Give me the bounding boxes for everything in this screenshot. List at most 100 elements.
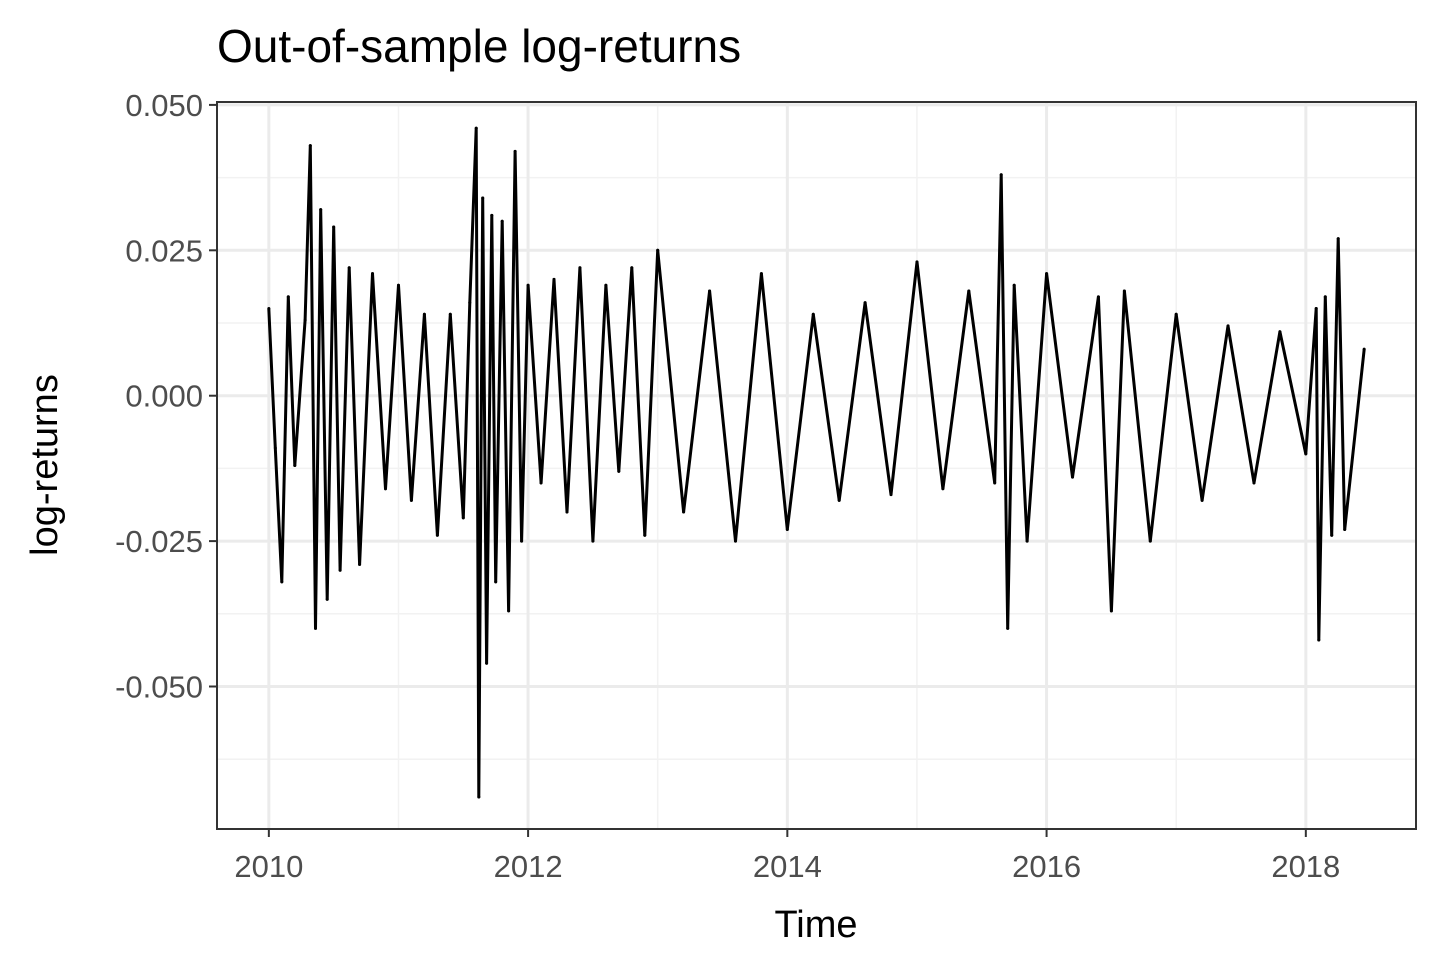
data-point	[1122, 289, 1126, 293]
data-point	[338, 568, 342, 572]
data-point	[286, 295, 290, 299]
data-point	[630, 266, 634, 270]
data-point	[708, 289, 712, 293]
data-point	[1317, 638, 1321, 642]
data-point	[941, 487, 945, 491]
x-tick-label: 2010	[234, 849, 303, 884]
data-point	[837, 498, 841, 502]
data-point	[448, 312, 452, 316]
data-point	[1071, 475, 1075, 479]
data-point	[578, 266, 582, 270]
data-point	[863, 301, 867, 305]
data-point	[1109, 609, 1113, 613]
data-point	[409, 498, 413, 502]
data-point	[1330, 533, 1334, 537]
data-point	[384, 487, 388, 491]
data-point	[1012, 283, 1016, 287]
data-point	[267, 306, 271, 310]
data-point	[500, 219, 504, 223]
series-layer	[267, 126, 1366, 799]
data-point	[347, 266, 351, 270]
data-point	[682, 510, 686, 514]
y-tick-label: -0.025	[115, 524, 203, 559]
data-point	[1323, 295, 1327, 299]
data-point	[1148, 539, 1152, 543]
data-point	[1226, 324, 1230, 328]
data-point	[273, 446, 277, 450]
y-tick-label: -0.050	[115, 670, 203, 705]
y-tick-label: 0.000	[125, 379, 203, 414]
data-point	[280, 580, 284, 584]
series-line	[267, 126, 1366, 799]
data-point	[485, 661, 489, 665]
data-point	[526, 283, 530, 287]
data-point	[520, 539, 524, 543]
data-point	[293, 464, 297, 467]
data-point	[494, 580, 498, 584]
data-point	[967, 289, 971, 293]
data-point	[507, 609, 511, 613]
data-point	[889, 493, 893, 497]
data-point	[733, 539, 737, 543]
y-axis-label: log-returns	[24, 374, 66, 556]
data-point	[993, 481, 997, 485]
data-point	[422, 312, 426, 316]
data-point	[314, 626, 318, 630]
data-point	[461, 516, 465, 520]
data-point	[319, 208, 323, 212]
data-point	[915, 260, 919, 264]
data-point	[811, 312, 815, 316]
data-point	[656, 248, 660, 252]
x-axis-label: Time	[774, 904, 857, 946]
data-point	[1362, 347, 1366, 351]
data-point	[999, 173, 1003, 177]
data-point	[490, 213, 494, 217]
data-point	[759, 272, 763, 276]
data-point	[785, 527, 789, 531]
data-point	[308, 144, 312, 148]
data-point	[358, 562, 362, 566]
data-point	[643, 533, 647, 537]
data-point	[1278, 330, 1282, 334]
x-axis: 2010 2012 2014 2016 2018	[234, 829, 1340, 884]
data-point	[1025, 539, 1029, 543]
data-point	[303, 318, 307, 322]
data-point	[1314, 306, 1318, 310]
data-point	[477, 795, 481, 799]
data-point	[1252, 481, 1256, 485]
data-point	[1336, 237, 1340, 241]
data-point	[396, 283, 400, 287]
grid-major	[217, 102, 1416, 829]
data-point	[1304, 452, 1308, 456]
y-tick-label: 0.050	[125, 88, 203, 123]
data-point	[513, 149, 517, 153]
data-point	[371, 272, 375, 276]
data-point	[1343, 527, 1347, 531]
data-point	[617, 469, 621, 473]
panel-border	[216, 101, 1417, 830]
data-point	[604, 283, 608, 287]
data-point	[565, 510, 569, 514]
grid-minor	[217, 102, 1416, 829]
x-tick-label: 2018	[1271, 849, 1340, 884]
data-point	[325, 597, 329, 601]
data-point	[332, 225, 336, 229]
x-tick-label: 2012	[494, 849, 563, 884]
data-point	[481, 196, 485, 200]
data-point	[435, 533, 439, 537]
data-point	[539, 481, 543, 485]
data-point	[474, 126, 478, 130]
data-point	[1006, 626, 1010, 630]
data-point	[1200, 498, 1204, 502]
data-point	[591, 539, 595, 543]
data-point	[1045, 272, 1049, 276]
data-point	[1174, 312, 1178, 316]
data-point	[468, 301, 472, 305]
data-point	[1096, 295, 1100, 299]
data-point	[552, 277, 556, 281]
x-tick-label: 2014	[753, 849, 822, 884]
chart-title: Out-of-sample log-returns	[217, 20, 741, 72]
x-tick-label: 2016	[1012, 849, 1081, 884]
y-tick-label: 0.025	[125, 233, 203, 268]
